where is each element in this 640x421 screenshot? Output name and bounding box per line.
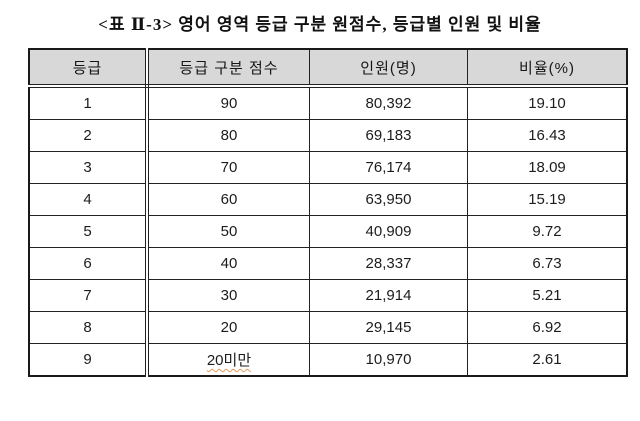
- ratio-cell: 5.21: [467, 279, 628, 312]
- grade-cell: 8: [28, 311, 149, 344]
- grade-cell: 6: [28, 247, 149, 280]
- score-cell: 80: [146, 119, 310, 152]
- table-body: 1 90 80,392 19.10 2 80 69,183 16.43 3 70…: [28, 85, 628, 377]
- ratio-cell: 6.73: [467, 247, 628, 280]
- score-text: 40: [220, 255, 238, 272]
- table-row: 3 70 76,174 18.09: [28, 151, 628, 184]
- count-cell: 69,183: [309, 119, 468, 152]
- score-text: 80: [220, 127, 238, 144]
- ratio-cell: 18.09: [467, 151, 628, 184]
- grade-cell: 9: [28, 343, 149, 377]
- ratio-cell: 16.43: [467, 119, 628, 152]
- table-header: 등급 등급 구분 점수 인원(명) 비율(%): [28, 48, 628, 88]
- grade-cell: 7: [28, 279, 149, 312]
- grade-cell: 5: [28, 215, 149, 248]
- grade-cell: 4: [28, 183, 149, 216]
- table-row: 6 40 28,337 6.73: [28, 247, 628, 280]
- count-cell: 80,392: [309, 85, 468, 120]
- count-cell: 10,970: [309, 343, 468, 377]
- score-cell: 20: [146, 311, 310, 344]
- score-cell: 90: [146, 85, 310, 120]
- score-text: 30: [220, 287, 238, 304]
- ratio-cell: 19.10: [467, 85, 628, 120]
- table-row: 2 80 69,183 16.43: [28, 119, 628, 152]
- col-header-ratio: 비율(%): [467, 48, 628, 88]
- table-row: 8 20 29,145 6.92: [28, 311, 628, 344]
- grade-cell: 2: [28, 119, 149, 152]
- score-cell: 60: [146, 183, 310, 216]
- table-row: 1 90 80,392 19.10: [28, 85, 628, 120]
- col-header-count: 인원(명): [309, 48, 468, 88]
- table-row: 4 60 63,950 15.19: [28, 183, 628, 216]
- score-text: 20미만: [206, 352, 252, 369]
- score-cell: 40: [146, 247, 310, 280]
- score-cell: 70: [146, 151, 310, 184]
- ratio-cell: 6.92: [467, 311, 628, 344]
- score-text: 60: [220, 191, 238, 208]
- score-text: 20: [220, 319, 238, 336]
- score-cell: 20미만: [146, 343, 310, 377]
- score-text: 70: [220, 159, 238, 176]
- ratio-cell: 9.72: [467, 215, 628, 248]
- col-header-grade: 등급: [28, 48, 149, 88]
- count-cell: 29,145: [309, 311, 468, 344]
- table-row: 5 50 40,909 9.72: [28, 215, 628, 248]
- col-header-score: 등급 구분 점수: [146, 48, 310, 88]
- ratio-cell: 2.61: [467, 343, 628, 377]
- grade-table: 등급 등급 구분 점수 인원(명) 비율(%) 1 90 80,392 19.1…: [28, 48, 628, 377]
- count-cell: 21,914: [309, 279, 468, 312]
- table-caption: <표 Ⅱ-3> 영어 영역 등급 구분 원점수, 등급별 인원 및 비율: [98, 15, 542, 34]
- count-cell: 40,909: [309, 215, 468, 248]
- count-cell: 76,174: [309, 151, 468, 184]
- table-row: 9 20미만 10,970 2.61: [28, 343, 628, 377]
- grade-cell: 3: [28, 151, 149, 184]
- score-cell: 30: [146, 279, 310, 312]
- count-cell: 28,337: [309, 247, 468, 280]
- count-cell: 63,950: [309, 183, 468, 216]
- grade-cell: 1: [28, 85, 149, 120]
- table-row: 7 30 21,914 5.21: [28, 279, 628, 312]
- ratio-cell: 15.19: [467, 183, 628, 216]
- score-text: 90: [220, 95, 238, 112]
- score-text: 50: [220, 223, 238, 240]
- score-cell: 50: [146, 215, 310, 248]
- header-row: 등급 등급 구분 점수 인원(명) 비율(%): [28, 48, 628, 88]
